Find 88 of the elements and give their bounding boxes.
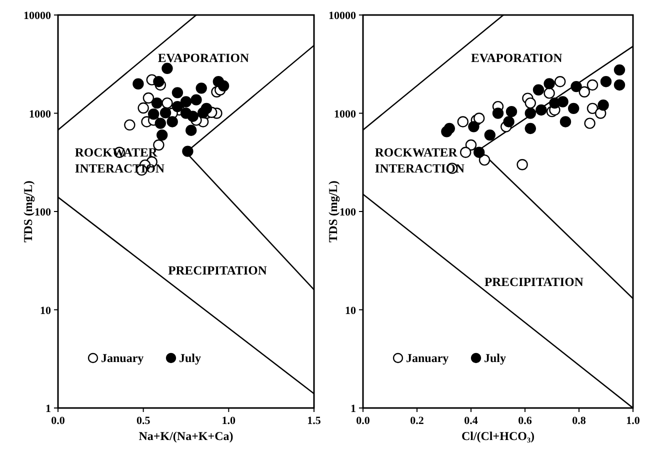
point — [148, 108, 160, 120]
point — [160, 107, 172, 118]
x-tick-label: 0.5 — [136, 415, 151, 427]
point — [586, 79, 598, 91]
point — [524, 122, 536, 134]
point — [151, 97, 163, 109]
x-tick-label: 0.6 — [518, 415, 532, 427]
annotation: EVAPORATION — [471, 51, 562, 66]
point — [484, 129, 496, 141]
point — [180, 108, 192, 119]
y-axis-title: TDS (mg/L) — [21, 180, 35, 242]
x-tick-label: 0.8 — [572, 415, 586, 427]
point — [474, 112, 485, 124]
point — [570, 80, 582, 92]
y-tick-label: 10 — [40, 304, 52, 317]
point — [162, 97, 173, 109]
x-tick-label: 1.0 — [626, 415, 640, 427]
point — [524, 108, 536, 119]
point — [614, 64, 626, 76]
legend-label: July — [484, 351, 506, 365]
point — [549, 97, 560, 109]
y-tick-label: 10 — [345, 304, 356, 317]
point — [132, 78, 144, 90]
legend-label: January — [406, 351, 449, 365]
point — [554, 76, 566, 88]
legend-label: January — [101, 351, 144, 365]
point — [190, 94, 202, 106]
y-tick-label: 10000 — [24, 10, 52, 22]
y-tick-label: 100 — [34, 206, 52, 218]
point — [444, 122, 455, 134]
y-tick-label: 1000 — [334, 108, 356, 120]
point — [457, 116, 468, 128]
point — [544, 88, 555, 99]
point — [474, 146, 485, 158]
point — [182, 146, 194, 157]
point — [154, 118, 166, 129]
point — [218, 80, 230, 92]
point — [584, 118, 596, 129]
point — [544, 78, 555, 90]
point — [468, 121, 480, 132]
point — [156, 129, 168, 141]
point — [598, 100, 609, 111]
point — [532, 84, 544, 96]
point — [124, 119, 136, 131]
point — [166, 116, 178, 128]
x-tick-label: 1.5 — [307, 415, 322, 427]
x-tick-label: 0.0 — [356, 415, 370, 427]
point — [196, 82, 207, 94]
annotation: PRECIPITATION — [484, 275, 584, 290]
point — [492, 108, 504, 119]
point — [200, 102, 212, 114]
point — [180, 96, 192, 108]
point — [142, 92, 154, 104]
point — [578, 86, 590, 98]
point — [614, 79, 626, 91]
y-tick-label: 1 — [350, 403, 356, 415]
point — [172, 87, 184, 98]
y-tick-label: 1000 — [29, 108, 52, 120]
y-tick-label: 1 — [46, 403, 51, 415]
point — [506, 106, 518, 118]
point — [503, 116, 514, 128]
point — [186, 124, 197, 136]
x-axis-title: Na+K/(Na+K+Ca) — [138, 429, 234, 443]
point — [536, 104, 547, 116]
point — [153, 76, 164, 88]
x-tick-label: 0.0 — [51, 415, 66, 427]
annotation: PRECIPITATION — [168, 263, 267, 278]
y-axis-title: TDS (mg/L) — [326, 180, 340, 242]
point — [516, 159, 528, 170]
y-tick-label: 10000 — [328, 10, 356, 22]
point — [524, 97, 536, 109]
point — [460, 146, 472, 158]
point — [560, 116, 572, 128]
x-axis-title: Cl/(Cl+HCO₃) — [461, 429, 535, 443]
point — [162, 62, 173, 74]
y-tick-label: 100 — [340, 206, 356, 218]
point — [478, 154, 490, 166]
point — [172, 100, 184, 112]
point — [586, 102, 598, 114]
x-tick-label: 0.4 — [464, 415, 478, 427]
legend-label: July — [179, 351, 202, 365]
point — [568, 102, 580, 114]
x-tick-label: 0.2 — [410, 415, 424, 427]
point — [600, 76, 612, 88]
point — [138, 102, 149, 114]
x-tick-label: 1.0 — [222, 415, 236, 427]
annotation: EVAPORATION — [158, 51, 250, 66]
point — [465, 139, 477, 151]
